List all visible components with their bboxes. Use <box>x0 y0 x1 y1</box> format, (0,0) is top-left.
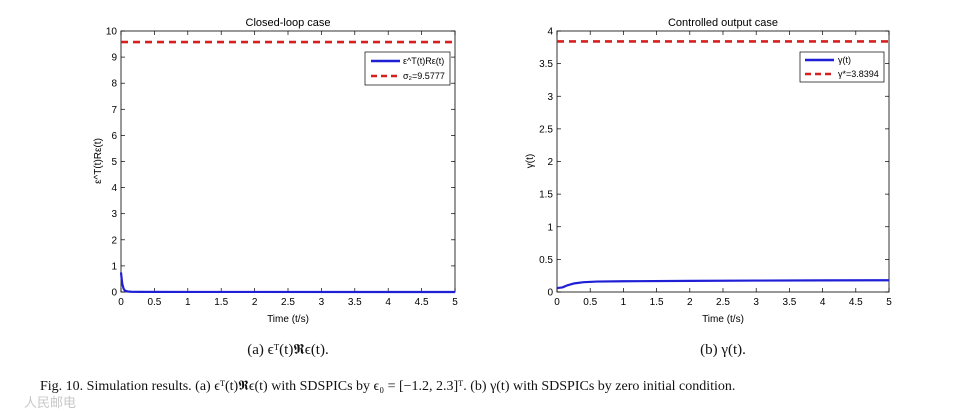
ytick-label-a-1: 1 <box>111 261 117 272</box>
series-b <box>556 40 890 290</box>
xtick-label-a-8: 4 <box>385 297 391 308</box>
xtick-label-a-4: 2 <box>252 297 258 308</box>
panel-a: Closed-loop case 0 1 2 3 4 5 6 7 8 9 10 0 0.5 1 1.5 2 2… <box>93 17 458 358</box>
ytick-label-b-7: 3.5 <box>539 59 553 70</box>
ytick-label-b-8: 4 <box>547 27 553 38</box>
caption-a: (a) ϵᵀ(t)𝕽ϵ(t). <box>247 342 328 358</box>
xtick-label-a-7: 3.5 <box>348 297 362 308</box>
ylabel-a: ε^T(t)Rε(t) <box>93 138 104 184</box>
ytick-label-b-3: 1.5 <box>539 190 553 201</box>
xlabel-b: Time (t/s) <box>702 314 744 325</box>
xtick-label-a-0: 0 <box>118 297 124 308</box>
legend-label-a-1: σ₂=9.5777 <box>403 71 445 81</box>
xtick-label-b-5: 2.5 <box>716 297 730 308</box>
legend-label-b-1: γ*=3.8394 <box>838 69 879 79</box>
x-ticks-a: 0 0.5 1 1.5 2 2.5 3 3.5 4 4.5 5 <box>118 31 458 308</box>
xtick-label-b-4: 2 <box>687 297 693 308</box>
ytick-label-a-10: 10 <box>106 27 118 38</box>
ytick-label-a-2: 2 <box>111 235 117 246</box>
ytick-label-a-4: 4 <box>111 183 117 194</box>
ytick-label-a-9: 9 <box>111 53 117 64</box>
ytick-label-b-1: 0.5 <box>539 255 553 266</box>
xtick-label-b-3: 1.5 <box>650 297 664 308</box>
caption-b: (b) γ(t). <box>700 342 746 358</box>
legend-b: γ(t) γ*=3.8394 <box>799 51 885 83</box>
ytick-label-a-8: 8 <box>111 79 117 90</box>
title-a: Closed-loop case <box>246 17 331 29</box>
legend-label-a-0: ε^T(t)Rε(t) <box>403 56 444 66</box>
y-ticks-b: 0 0.5 1 1.5 2 2.5 3 3.5 4 <box>539 27 889 299</box>
legend-box-a <box>364 51 451 86</box>
ytick-label-a-6: 6 <box>111 131 117 142</box>
xtick-label-a-1: 0.5 <box>147 297 161 308</box>
ytick-label-b-2: 1 <box>547 222 553 233</box>
xtick-label-a-9: 4.5 <box>415 297 429 308</box>
series-line-a-0 <box>119 272 456 294</box>
xtick-label-a-2: 1 <box>185 297 191 308</box>
x-ticks-b: 0 0.5 1 1.5 2 2.5 3 3.5 4 4.5 5 <box>554 31 892 308</box>
xtick-label-b-7: 3.5 <box>782 297 796 308</box>
ytick-label-a-0: 0 <box>111 288 117 299</box>
xtick-label-b-0: 0 <box>554 297 560 308</box>
series-line-b-0 <box>556 279 890 290</box>
xtick-label-b-1: 0.5 <box>583 297 597 308</box>
xtick-label-b-9: 4.5 <box>849 297 863 308</box>
xtick-label-a-3: 1.5 <box>214 297 228 308</box>
xtick-label-a-10: 5 <box>452 297 458 308</box>
ytick-label-a-5: 5 <box>111 157 117 168</box>
legend-a: ε^T(t)Rε(t) σ₂=9.5777 <box>364 51 451 86</box>
title-b: Controlled output case <box>668 17 778 29</box>
ytick-label-b-6: 3 <box>547 92 553 103</box>
xlabel-a: Time (t/s) <box>267 314 309 325</box>
legend-box-b <box>799 51 885 83</box>
xtick-label-a-5: 2.5 <box>281 297 295 308</box>
xtick-label-b-10: 5 <box>886 297 892 308</box>
xtick-label-a-6: 3 <box>319 297 325 308</box>
y-ticks-a: 0 1 2 3 4 5 6 7 8 9 10 <box>106 27 455 299</box>
ylabel-b: γ(t) <box>525 154 536 168</box>
figure-caption: Fig. 10. Simulation results. (a) ϵᵀ(t)𝕽ϵ… <box>40 379 735 394</box>
ytick-label-b-0: 0 <box>547 288 553 299</box>
watermark: 人民邮电 <box>24 396 76 411</box>
series-a <box>119 40 456 294</box>
xtick-label-b-6: 3 <box>753 297 759 308</box>
ytick-label-a-3: 3 <box>111 209 117 220</box>
legend-label-b-0: γ(t) <box>838 55 851 65</box>
xtick-label-b-8: 4 <box>820 297 826 308</box>
xtick-label-b-2: 1 <box>621 297 627 308</box>
ytick-label-b-5: 2.5 <box>539 124 553 135</box>
ytick-label-a-7: 7 <box>111 105 117 116</box>
panel-b: Controlled output case 0 0.5 1 1.5 2 2.5 3 3.5 4… <box>525 17 892 358</box>
ytick-label-b-4: 2 <box>547 157 553 168</box>
